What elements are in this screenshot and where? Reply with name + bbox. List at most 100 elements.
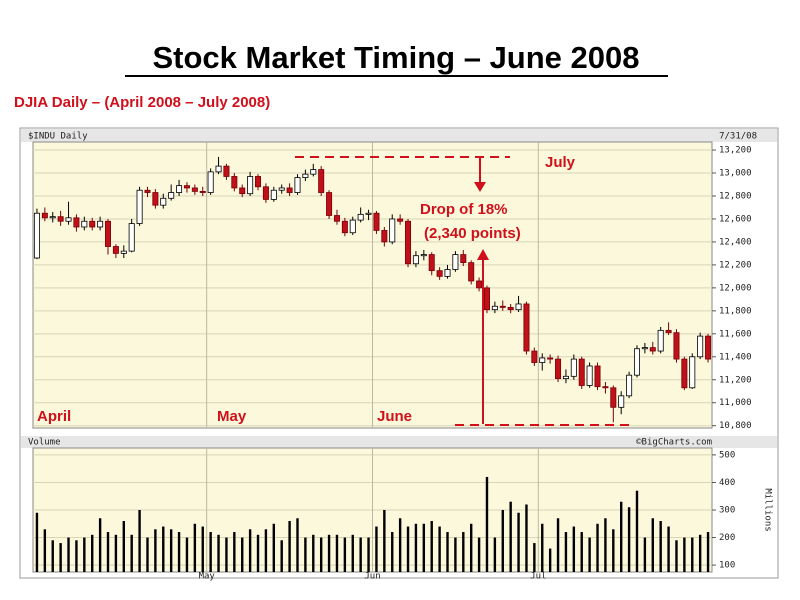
volume-bar [75,540,78,572]
candle-body [152,192,159,206]
candle-body [231,176,238,189]
candle-body [349,219,356,234]
price-header [21,129,777,142]
candle-body [499,305,506,308]
volume-bar [256,534,260,572]
y-tick-label: 11,600 [719,329,752,339]
volume-bar [130,534,133,572]
volume-bar [477,537,481,572]
month-label: July [545,154,576,171]
candle-body [373,212,380,231]
candle-body [397,218,404,222]
volume-bar [162,526,165,572]
candle-body [562,375,569,380]
page-title: Stock Market Timing – June 2008 [152,40,639,75]
volume-bar [114,534,118,572]
volume-bar [296,518,299,572]
volume-bar [675,540,678,572]
candle-body [333,215,340,222]
volume-bar [351,534,354,572]
y-tick-label: 200 [719,533,735,543]
candle-body [555,358,562,380]
volume-bar [398,518,402,572]
y-tick-label: 12,200 [719,260,752,270]
y-tick-label: 400 [719,478,735,488]
candle-body [57,216,64,222]
volume-bar [67,537,70,572]
y-tick-label: 300 [719,506,735,516]
candle-body [578,358,585,386]
arrow-head [474,182,486,192]
volume-bar [201,526,204,572]
candle-body [539,357,546,363]
candle-body [302,173,309,179]
volume-bar [304,537,307,572]
date-label: 7/31/08 [719,132,757,142]
volume-bar [169,529,173,572]
volume-bar [643,537,647,572]
candle-body [357,213,364,221]
volume-bar [193,523,197,572]
volume-bar [541,523,544,572]
volume-bar [635,490,639,572]
volume-bar [604,518,607,572]
candle-body [507,306,514,311]
y-tick-label: 10,800 [719,421,752,431]
volume-bar [533,543,536,572]
plot-layer: 10,800 11,000 11,200 11,400 11,600 11,800 12,0… [33,142,752,582]
volume-bar [627,507,631,572]
volume-bar [406,526,410,572]
candle-body [341,220,348,234]
candle-body [444,269,451,277]
volume-bar [59,543,62,572]
volume-bar [154,529,157,572]
candle-body [586,365,593,386]
volume-bar [493,537,497,572]
y-axis-label: Millions [763,488,773,531]
candle-body [689,356,696,389]
annotation: (2,340 points) [424,225,521,242]
candle-body [318,169,325,193]
volume-bar [217,534,220,572]
volume-bar [248,529,252,572]
candle-body [286,187,293,193]
y-tick-label: 12,000 [719,283,752,293]
candle-body [183,185,190,189]
candle-body [223,165,230,177]
volume-bar [659,521,662,572]
volume-bar [438,526,441,572]
volume-bar [327,534,331,572]
candle-body [176,185,183,193]
volume-bar [359,537,362,572]
candle-body [420,254,427,257]
candle-body [207,171,214,193]
candle-body [33,212,40,259]
volume-bar [651,518,654,572]
candle-body [41,212,48,219]
volume-bar [485,476,489,572]
candle-body [105,220,112,247]
volume-bar [706,532,710,572]
candle-body [215,165,222,173]
volume-bar [667,526,670,572]
candle-body [436,270,443,277]
candle-body [649,347,656,352]
volume-bar [454,537,457,572]
candle-body [191,187,198,192]
candle-body [602,386,609,389]
candle-body [255,176,262,188]
volume-bar [312,534,315,572]
candle-body [326,192,333,216]
price-panel-title: $INDU Daily [28,132,88,142]
volume-bar [177,532,181,572]
month-label: April [37,408,71,425]
candle-body [97,220,104,228]
candle-body [294,177,301,193]
volume-bar [501,510,504,572]
y-tick-label: 11,800 [719,306,752,316]
candle-body [531,350,538,363]
candle-body [49,216,56,219]
volume-bar [580,532,583,572]
candle-body [523,303,530,352]
candle-body [681,358,688,389]
